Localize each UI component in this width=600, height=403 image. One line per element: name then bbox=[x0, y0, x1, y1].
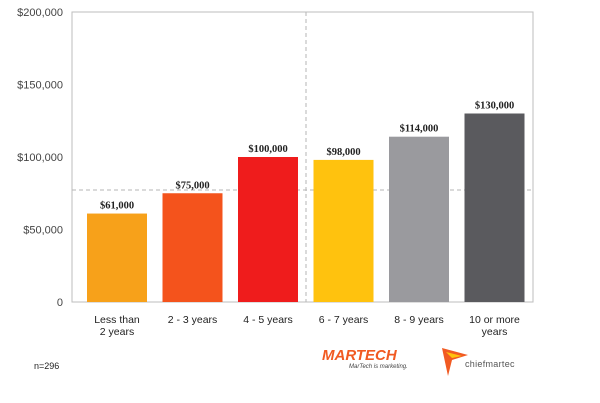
bar bbox=[313, 159, 374, 302]
data-label: $98,000 bbox=[326, 147, 360, 158]
y-tick-label: $50,000 bbox=[23, 225, 63, 237]
x-tick-label: 4 - 5 years bbox=[243, 314, 293, 326]
y-tick-label: 0 bbox=[57, 297, 63, 309]
svg-text:chiefmartec: chiefmartec bbox=[465, 359, 515, 369]
chiefmartec-logo: chiefmartec bbox=[442, 348, 515, 376]
martech-logo: MARTECH MarTech is marketing. bbox=[322, 347, 408, 370]
sample-size-note: n=296 bbox=[34, 361, 59, 371]
data-label: $130,000 bbox=[475, 101, 514, 112]
svg-text:MarTech is marketing.: MarTech is marketing. bbox=[349, 364, 408, 370]
data-label: $100,000 bbox=[248, 144, 287, 155]
data-label: $75,000 bbox=[175, 180, 209, 191]
y-axis: 0 $50,000 $100,000 $150,000 $200,000 bbox=[17, 7, 63, 309]
svg-text:MARTECH: MARTECH bbox=[322, 347, 398, 364]
y-tick-label: $100,000 bbox=[17, 152, 63, 164]
bar bbox=[238, 157, 298, 302]
bar-series bbox=[87, 113, 525, 302]
y-tick-label: $150,000 bbox=[17, 80, 63, 92]
x-tick-label: 2 - 3 years bbox=[168, 314, 218, 326]
x-tick-label: 8 - 9 years bbox=[394, 314, 444, 326]
y-tick-label: $200,000 bbox=[17, 7, 63, 19]
x-tick-label: 10 or more years bbox=[469, 314, 520, 338]
bar bbox=[162, 193, 223, 302]
bar bbox=[389, 136, 449, 302]
x-axis: Less than 2 years 2 - 3 years 4 - 5 years 6 … bbox=[94, 314, 520, 338]
data-label: $114,000 bbox=[400, 124, 439, 135]
data-label: $61,000 bbox=[100, 201, 134, 212]
bar bbox=[87, 213, 147, 302]
data-labels: $61,000 $75,000 $100,000 $98,000 $114,000 $13… bbox=[100, 101, 514, 212]
x-tick-label: 6 - 7 years bbox=[319, 314, 369, 326]
bar bbox=[464, 113, 525, 302]
chiefmartec-mark-icon bbox=[442, 348, 468, 376]
plot-frame bbox=[71, 11, 534, 303]
x-tick-label: Less than 2 years bbox=[94, 314, 140, 338]
